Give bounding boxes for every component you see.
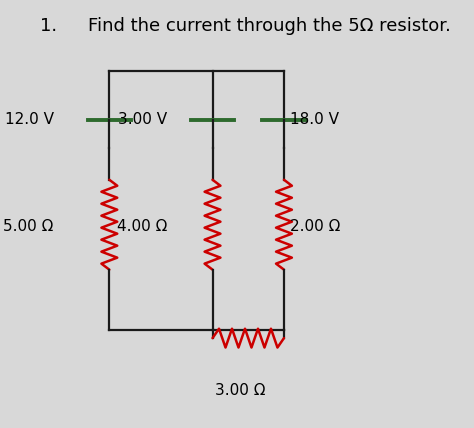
Text: 12.0 V: 12.0 V	[5, 112, 54, 128]
Text: 5.00 Ω: 5.00 Ω	[3, 219, 54, 235]
Text: 4.00 Ω: 4.00 Ω	[117, 219, 167, 235]
Text: 2.00 Ω: 2.00 Ω	[290, 219, 340, 235]
Text: 1.: 1.	[40, 17, 57, 35]
Text: Find the current through the 5Ω resistor.: Find the current through the 5Ω resistor…	[88, 17, 450, 35]
Text: 18.0 V: 18.0 V	[290, 112, 339, 128]
Text: 3.00 V: 3.00 V	[118, 112, 167, 128]
Text: 3.00 Ω: 3.00 Ω	[215, 383, 265, 398]
